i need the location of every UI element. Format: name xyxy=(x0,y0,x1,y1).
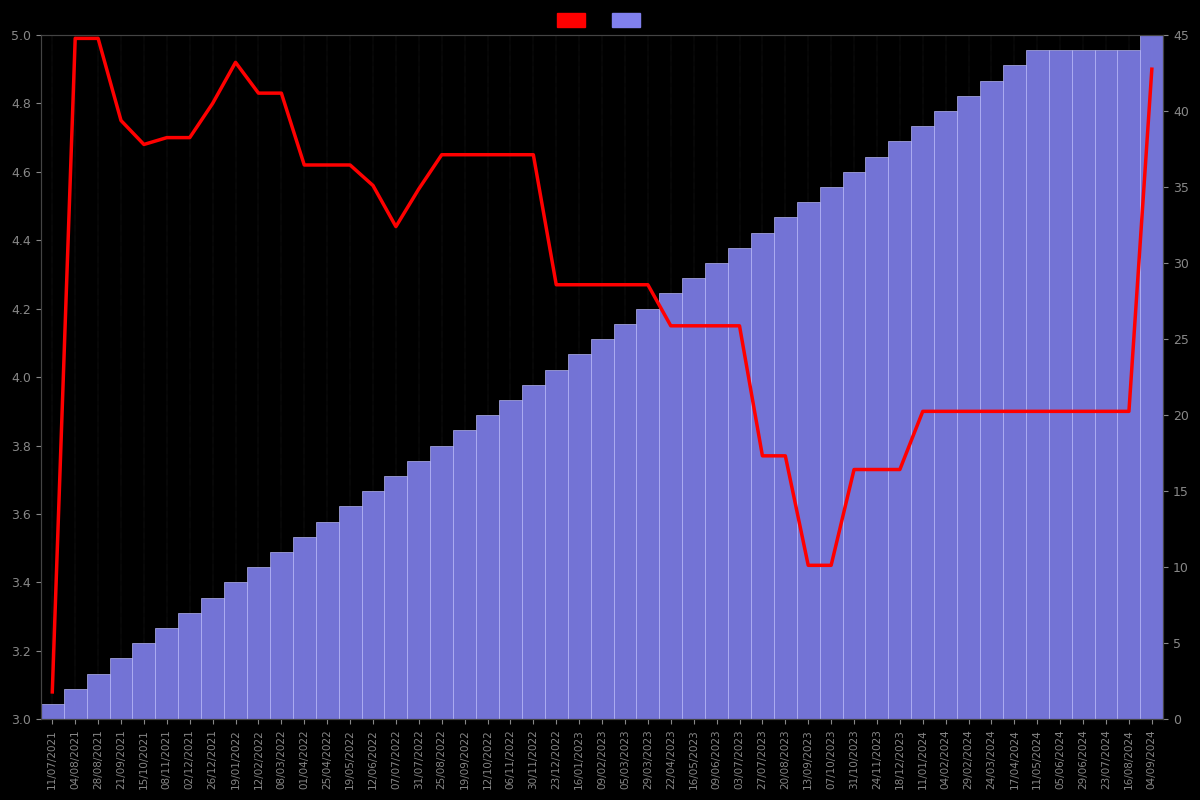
Bar xyxy=(751,233,774,719)
Bar xyxy=(155,628,179,719)
Bar xyxy=(797,202,820,719)
Bar xyxy=(590,339,613,719)
Bar xyxy=(706,263,728,719)
Bar xyxy=(1026,50,1049,719)
Bar xyxy=(338,506,361,719)
Bar xyxy=(86,674,109,719)
Bar xyxy=(202,598,224,719)
Bar xyxy=(1003,66,1026,719)
Bar xyxy=(316,522,338,719)
Bar xyxy=(224,582,247,719)
Bar xyxy=(1117,50,1140,719)
Bar xyxy=(613,324,636,719)
Bar xyxy=(247,567,270,719)
Bar xyxy=(545,370,568,719)
Bar xyxy=(636,309,659,719)
Legend: , : , xyxy=(551,8,653,34)
Bar xyxy=(842,172,865,719)
Bar xyxy=(293,537,316,719)
Bar xyxy=(64,689,86,719)
Bar xyxy=(476,415,499,719)
Bar xyxy=(683,278,706,719)
Bar xyxy=(132,643,155,719)
Bar xyxy=(935,111,958,719)
Bar xyxy=(911,126,935,719)
Bar xyxy=(361,491,384,719)
Bar xyxy=(454,430,476,719)
Bar xyxy=(431,446,454,719)
Bar xyxy=(270,552,293,719)
Bar xyxy=(659,294,683,719)
Bar xyxy=(499,400,522,719)
Bar xyxy=(568,354,590,719)
Bar xyxy=(1094,50,1117,719)
Bar xyxy=(980,81,1003,719)
Bar xyxy=(109,658,132,719)
Bar xyxy=(1049,50,1072,719)
Bar xyxy=(1140,35,1163,719)
Bar xyxy=(179,613,202,719)
Bar xyxy=(865,157,888,719)
Bar xyxy=(384,476,407,719)
Bar xyxy=(522,385,545,719)
Bar xyxy=(820,187,842,719)
Bar xyxy=(728,248,751,719)
Bar xyxy=(1072,50,1094,719)
Bar xyxy=(958,96,980,719)
Bar xyxy=(407,461,431,719)
Bar xyxy=(41,704,64,719)
Bar xyxy=(774,218,797,719)
Bar xyxy=(888,142,911,719)
